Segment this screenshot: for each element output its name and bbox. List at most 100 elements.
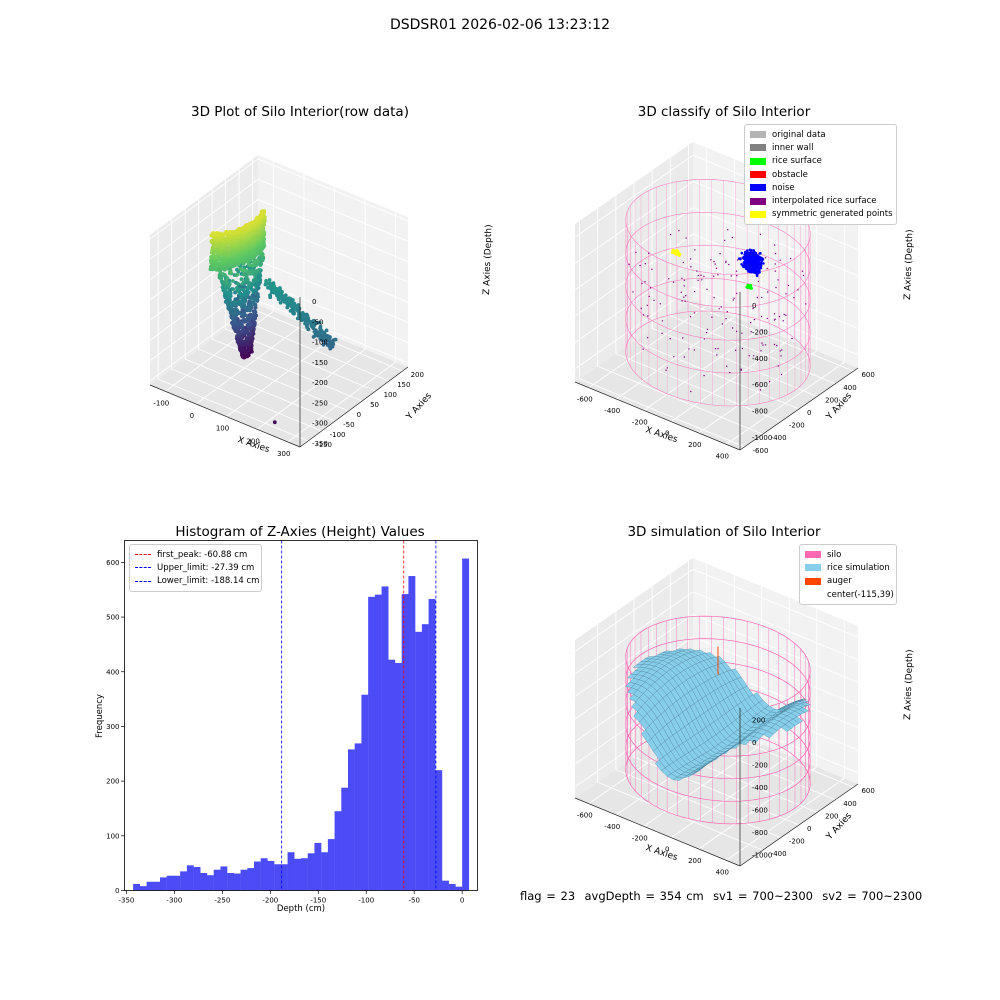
interpolated-point [647,315,649,317]
legend-item-rice-surface: rice surface [750,155,891,168]
interpolated-point [694,249,696,251]
z-tick-label: -400 [752,355,768,363]
interpolated-point [689,316,692,318]
interpolated-point [639,264,641,267]
histogram-bar [146,881,154,891]
y-tick-label: 100 [384,391,397,399]
data-point [244,275,249,280]
y-tick-label: 200 [106,778,119,786]
z-tick-label: -800 [752,408,768,416]
panel4-xlabel: X Axies [644,843,679,863]
interpolated-point [759,233,762,235]
y-axis-line [739,367,859,451]
grid-line [574,260,694,343]
noise-point [752,259,755,262]
interpolated-point [725,261,727,264]
data-point [327,344,332,348]
interpolated-point [753,355,755,357]
panel4-ticks: -600-400-2000200400-400-2000200400600200… [574,708,875,876]
interpolated-point [706,328,709,331]
interpolated-point [701,279,703,281]
data-point [232,315,237,320]
interpolated-point [672,281,675,283]
data-point [232,307,237,312]
data-point [282,296,287,301]
z-tick-label: -200 [752,329,768,337]
data-point [296,310,301,314]
legend-swatch [805,564,821,572]
legend-swatch [135,554,151,556]
data-point [240,307,245,312]
data-point [223,299,228,304]
histogram-bar [415,631,423,891]
y-tick-label: 200 [411,371,424,379]
noise-point [748,248,752,252]
noise-point [758,271,761,274]
legend-item-inner-wall: inner wall [750,141,891,154]
interpolated-point [641,282,643,285]
histogram-bar [193,866,201,891]
status-sv1: sv1 = 700~2300 [713,889,813,903]
x-tick-label: -200 [632,418,648,426]
data-point [242,272,247,277]
histogram-bars [133,558,470,891]
interpolated-point [736,275,738,277]
grid-line [157,378,309,442]
data-point [253,305,258,310]
legend-swatch [135,580,151,582]
interpolated-point [683,285,685,287]
noise-point [756,264,759,268]
interpolated-point [719,253,721,255]
interpolated-point [785,314,787,316]
interpolated-point [733,297,735,299]
panel3-title: Histogram of Z-Axies (Height) Values [175,524,425,540]
interpolated-point [673,356,675,358]
pane-left [150,155,258,385]
panel2-points [625,179,811,407]
x-tick-label: -50 [408,897,419,905]
interpolated-point [683,296,685,298]
data-point [247,305,252,309]
grid-line [615,353,782,423]
histogram-bar [361,694,369,891]
grid-line [574,614,694,697]
interpolated-point [696,270,698,272]
histogram-bar [341,787,349,891]
interpolated-point [714,263,716,265]
silo-ring [625,277,811,374]
grid-line [257,239,409,303]
grid-line [257,158,409,222]
interpolated-point [717,274,719,276]
interpolated-point [711,316,713,318]
interpolated-point [725,318,727,320]
data-point [210,239,215,243]
y-tick-label: -50 [343,421,354,429]
interpolated-point [753,318,756,321]
histogram-bar [294,858,302,891]
grid-line [574,591,694,675]
histogram-bar [348,749,355,891]
histogram-bar [247,868,255,891]
interpolated-point [685,237,687,239]
noise-point [761,257,765,261]
interpolated-point [649,287,652,289]
interpolated-point [785,293,787,295]
x-tick-label: -350 [118,897,134,905]
histogram-bar [408,576,416,891]
noise-point [756,254,760,257]
interpolated-point [741,332,743,334]
interpolated-point [767,291,769,293]
panel1-ylabel: Y Axies [404,391,434,423]
interpolated-point [760,350,762,352]
interpolated-point [774,270,776,272]
data-point [272,420,277,425]
data-point [252,260,257,264]
interpolated-point [732,299,734,301]
rice-surface-point [749,286,753,289]
data-point [330,339,335,344]
data-point [225,276,230,280]
histogram-xlabel: Depth (cm) [277,904,325,914]
noise-point [751,264,755,267]
grid-line [149,199,259,280]
x-tick-label: 200 [246,437,259,445]
